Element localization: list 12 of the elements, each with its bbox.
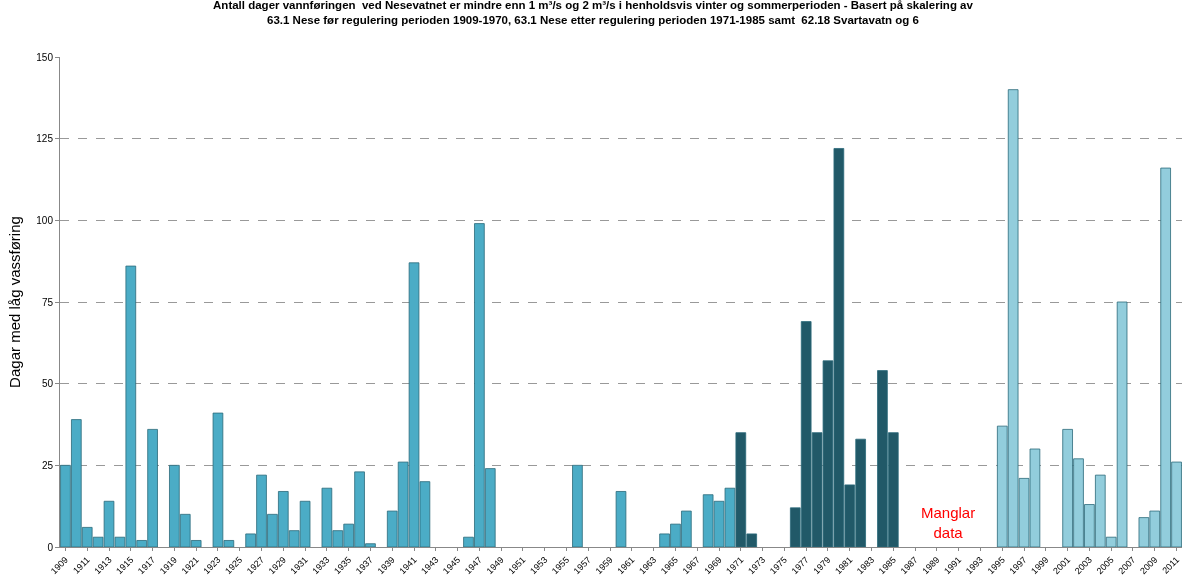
y-tick-label: 125	[36, 133, 54, 145]
y-tick-label: 150	[36, 51, 54, 63]
y-tick-label: 0	[47, 541, 54, 553]
y-tick-label: 75	[41, 296, 54, 308]
bar	[615, 491, 627, 547]
bar	[572, 464, 583, 547]
y-tick-label: 50	[41, 378, 54, 390]
y-tick-label: 100	[36, 214, 54, 226]
chart-title: Antall dager vannføringen ved Nesevatnet er mindre enn 1 m³/s og 2 m³/s i henholdsvis vinter og sommerperioden - Basert på skalering av 63.1 Nese før regulering perioden 1909-1970, 63.1 Nese etter regulering perioden 1971-1985 samt 62.18 Svartavatn og 6	[213, 0, 974, 26]
y-axis-title: Dagar med låg vassføring	[5, 216, 23, 388]
y-tick-label: 25	[41, 459, 54, 471]
annotation: Manglar data	[921, 504, 976, 541]
